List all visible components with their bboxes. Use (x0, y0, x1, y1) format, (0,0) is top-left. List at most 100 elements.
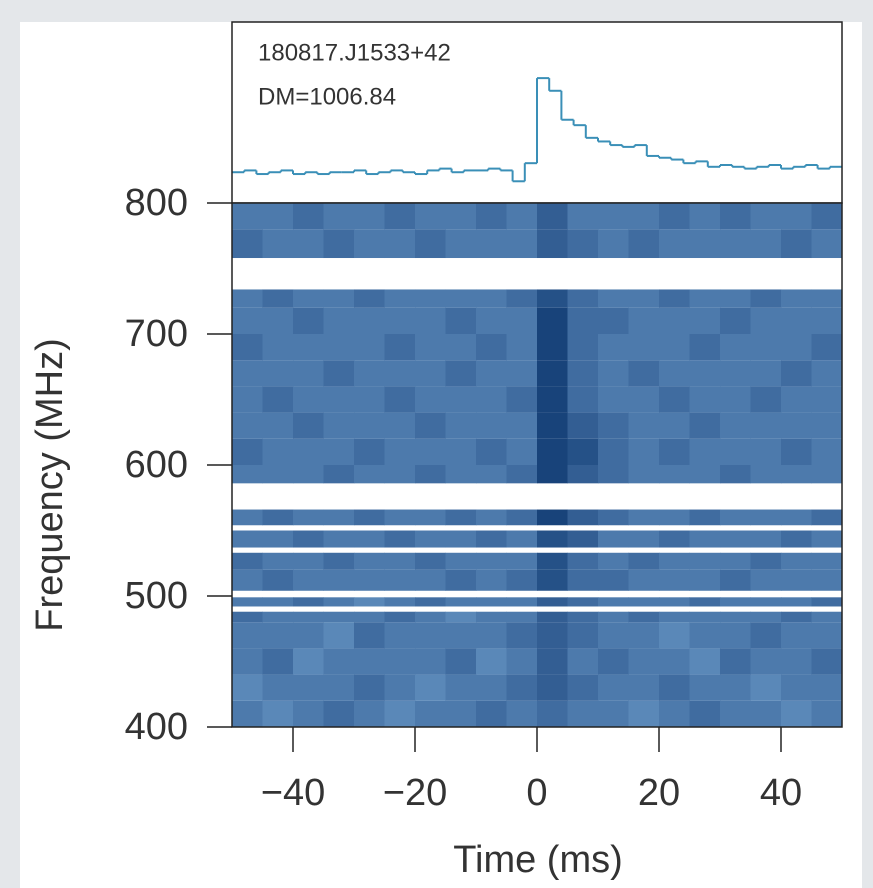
heatmap-cell (384, 597, 416, 607)
heatmap-cell (689, 386, 721, 413)
x-tick-label: −20 (383, 772, 447, 814)
heatmap-cell (232, 438, 263, 465)
heatmap-cell (750, 552, 782, 570)
heatmap-cell (689, 360, 721, 387)
heatmap-cell (415, 622, 446, 649)
heatmap-cell (628, 530, 660, 548)
heatmap-cell (384, 700, 416, 727)
heatmap-cell (415, 360, 446, 387)
heatmap-cell (384, 307, 416, 334)
heatmap-cell (567, 509, 599, 526)
heatmap-cell (354, 229, 385, 259)
heatmap-cell (659, 360, 690, 387)
heatmap-cell (720, 700, 751, 727)
heatmap-cell (628, 334, 660, 361)
heatmap-cell (232, 307, 263, 334)
heatmap-cell (354, 386, 385, 413)
heatmap-cell (537, 334, 568, 361)
heatmap-cell (659, 530, 690, 548)
heatmap-cell (781, 203, 812, 230)
heatmap-cell (445, 334, 477, 361)
heatmap-cell (659, 412, 690, 439)
heatmap-cell (384, 289, 416, 308)
heatmap-cell (811, 509, 843, 526)
heatmap-cell (323, 552, 355, 570)
heatmap-cell (811, 552, 843, 570)
heatmap-cell (476, 552, 507, 570)
heatmap-cell (598, 229, 629, 259)
heatmap-cell (720, 229, 751, 259)
heatmap-cell (476, 509, 507, 526)
heatmap-cell (384, 386, 416, 413)
heatmap-cell (415, 700, 446, 727)
heatmap-cell (567, 412, 599, 439)
heatmap-cell (537, 611, 568, 623)
heatmap-cell (811, 648, 843, 675)
heatmap-cell (262, 334, 294, 361)
heatmap-cell (354, 648, 385, 675)
heatmap-cell (567, 530, 599, 548)
heatmap-cell (598, 700, 629, 727)
heatmap-cell (476, 360, 507, 387)
heatmap-cell (689, 552, 721, 570)
heatmap-cell (445, 597, 477, 607)
heatmap-cell (659, 307, 690, 334)
heatmap-cell (720, 438, 751, 465)
heatmap-cell (598, 465, 629, 484)
heatmap-cell (354, 509, 385, 526)
heatmap-cell (232, 530, 263, 548)
heatmap-cell (567, 229, 599, 259)
heatmap-cell (750, 465, 782, 484)
heatmap-cell (506, 530, 538, 548)
heatmap-cell (628, 307, 660, 334)
heatmap-cell (689, 334, 721, 361)
heatmap-cell (537, 569, 568, 591)
heatmap-cell (445, 674, 477, 701)
heatmap-cell (445, 307, 477, 334)
heatmap-cell (506, 552, 538, 570)
heatmap-cell (628, 229, 660, 259)
heatmap-cell (598, 611, 629, 623)
heatmap-cell (598, 674, 629, 701)
heatmap-cell (476, 530, 507, 548)
heatmap-cell (628, 203, 660, 230)
heatmap-cell (415, 509, 446, 526)
heatmap-cell (537, 597, 568, 607)
heatmap-cell (659, 569, 690, 591)
heatmap-cell (537, 530, 568, 548)
heatmap-cell (598, 622, 629, 649)
heatmap-cell (750, 597, 782, 607)
heatmap-cell (720, 611, 751, 623)
annotation: DM=1006.84 (258, 83, 396, 110)
heatmap-cell (262, 203, 294, 230)
heatmap-cell (323, 509, 355, 526)
heatmap-cell (628, 509, 660, 526)
heatmap-cell (689, 509, 721, 526)
heatmap-cell (811, 674, 843, 701)
heatmap-cell (445, 465, 477, 484)
heatmap-cell (323, 203, 355, 230)
heatmap-cell (476, 674, 507, 701)
heatmap-cell (232, 648, 263, 675)
heatmap-cell (506, 622, 538, 649)
heatmap-cell (293, 229, 324, 259)
heatmap-cell (232, 203, 263, 230)
heatmap-cell (232, 552, 263, 570)
heatmap-cell (720, 289, 751, 308)
heatmap-cell (689, 569, 721, 591)
heatmap-cell (720, 412, 751, 439)
heatmap-cell (232, 360, 263, 387)
heatmap-cell (720, 386, 751, 413)
heatmap-cell (598, 203, 629, 230)
heatmap-cell (293, 611, 324, 623)
heatmap-cell (689, 611, 721, 623)
heatmap-cell (537, 412, 568, 439)
heatmap-cell (445, 611, 477, 623)
heatmap-cell (415, 307, 446, 334)
heatmap-cell (567, 386, 599, 413)
heatmap-cell (384, 360, 416, 387)
heatmap-cell (567, 334, 599, 361)
heatmap-cell (384, 509, 416, 526)
heatmap-cell (537, 229, 568, 259)
